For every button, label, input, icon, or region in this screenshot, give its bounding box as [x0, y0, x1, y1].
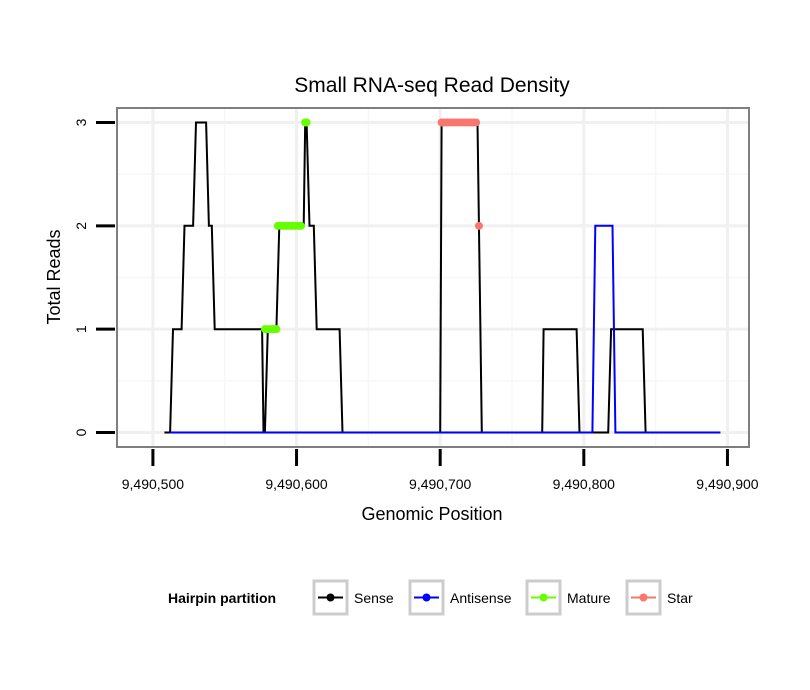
y-axis: 0 1 2 3 [73, 118, 115, 436]
x-axis: 9,490,500 9,490,600 9,490,700 9,490,800 9,49… [122, 449, 759, 492]
legend: Hairpin partition Sense Antisense Mature Sta… [168, 579, 693, 616]
series-star [437, 118, 483, 230]
data-point-star [472, 118, 481, 127]
legend-item-antisense: Antisense [408, 579, 512, 616]
legend-label: Mature [567, 590, 611, 606]
x-tick-label: 9,490,900 [696, 476, 758, 492]
legend-item-sense: Sense [312, 579, 394, 616]
chart-title: Small RNA-seq Read Density [294, 74, 570, 97]
series-line-antisense [170, 224, 721, 434]
plot-border [116, 107, 750, 448]
legend-item-star: Star [625, 579, 693, 616]
x-tick-label: 9,490,600 [265, 476, 327, 492]
x-tick-label: 9,490,800 [553, 476, 615, 492]
legend-key-point [539, 593, 548, 602]
plot-panel [116, 107, 750, 448]
legend-title: Hairpin partition [168, 590, 276, 606]
y-tick-label: 2 [73, 222, 89, 230]
y-axis-label: Total Reads [44, 229, 64, 324]
data-point-mature [296, 221, 305, 230]
legend-label: Star [667, 590, 693, 606]
legend-key-point [326, 593, 335, 602]
y-tick-label: 1 [73, 325, 89, 333]
x-tick-label: 9,490,700 [409, 476, 471, 492]
data-point-mature [272, 325, 281, 334]
x-axis-label: Genomic Position [361, 504, 502, 524]
x-tick-label: 9,490,500 [122, 476, 184, 492]
legend-key-point [639, 593, 648, 602]
legend-item-mature: Mature [525, 579, 611, 616]
series-mature [260, 118, 311, 334]
series-antisense [170, 224, 721, 434]
data-point-mature [302, 118, 311, 127]
legend-label: Antisense [450, 590, 512, 606]
y-tick-label: 3 [73, 118, 89, 126]
legend-label: Sense [354, 590, 394, 606]
data-point-star [474, 221, 483, 230]
legend-key-point [422, 593, 431, 602]
y-tick-label: 0 [73, 428, 89, 436]
